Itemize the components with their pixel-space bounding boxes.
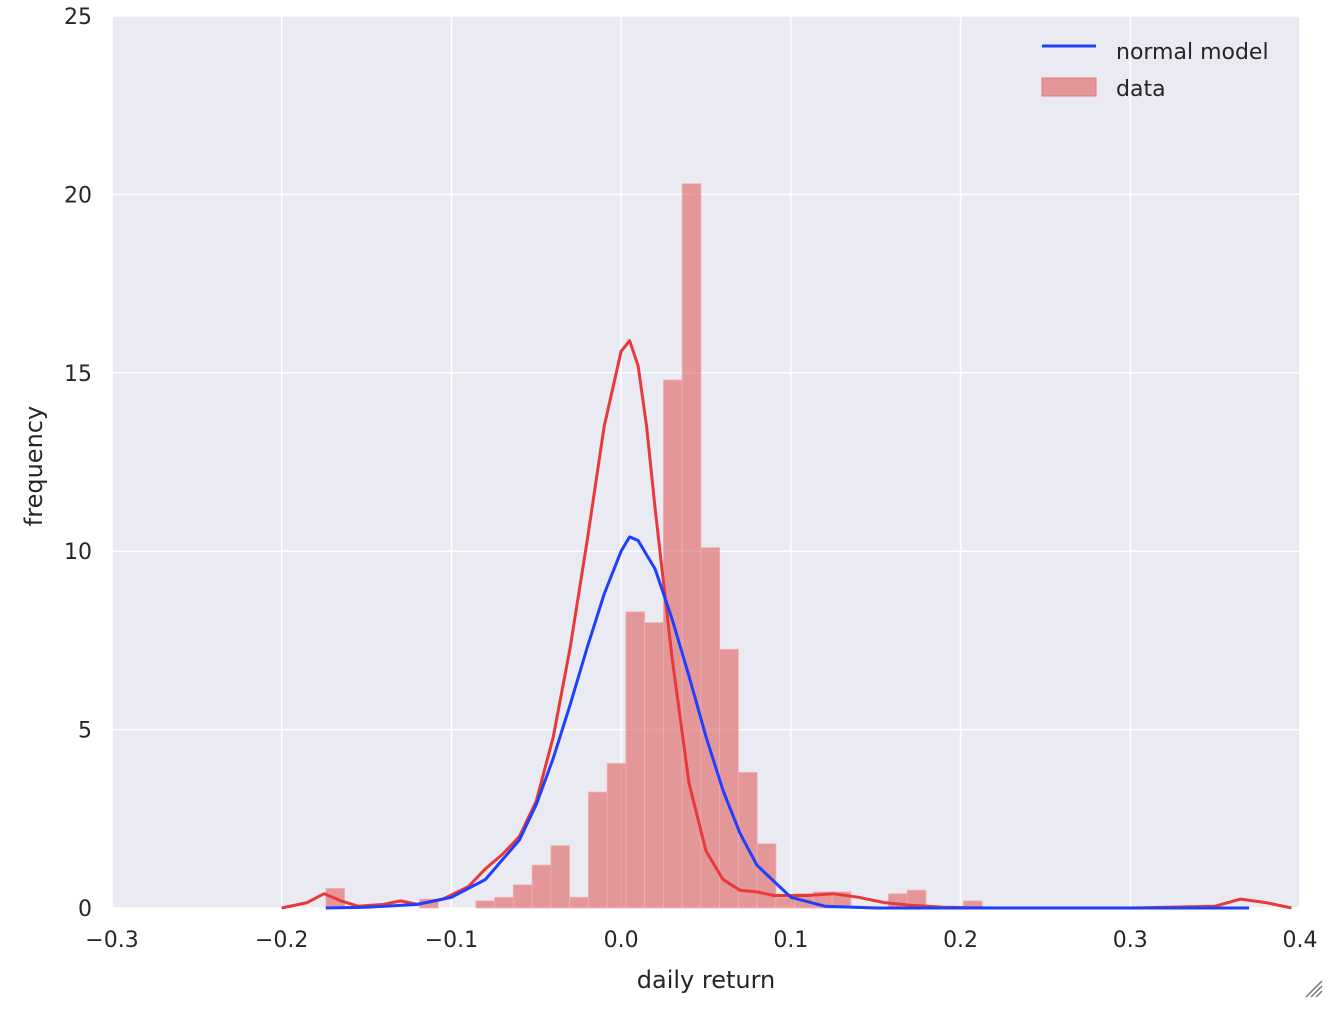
x-tick-label: 0.3 xyxy=(1113,928,1148,953)
x-tick-label: 0.2 xyxy=(943,928,978,953)
histogram-bar xyxy=(681,183,702,909)
histogram-bar xyxy=(625,611,646,909)
y-tick-label: 5 xyxy=(78,719,92,744)
histogram-bars xyxy=(325,183,983,909)
histogram-bar xyxy=(475,900,496,909)
y-tick-label: 0 xyxy=(78,897,92,922)
x-tick-label: 0.0 xyxy=(604,928,639,953)
histogram-bar xyxy=(531,864,552,909)
histogram-bar xyxy=(738,772,758,909)
y-tick-label: 25 xyxy=(64,5,92,30)
x-tick-label: −0.2 xyxy=(255,928,308,953)
histogram-bar xyxy=(550,845,571,909)
y-tick-label: 15 xyxy=(64,362,92,387)
histogram-bar xyxy=(512,884,533,909)
y-axis-title: frequency xyxy=(20,406,48,526)
legend-label-normal-model: normal model xyxy=(1116,40,1269,65)
x-tick-label: 0.4 xyxy=(1283,928,1318,953)
series-lines xyxy=(281,339,1292,910)
histogram-bar xyxy=(494,896,514,909)
y-tick-label: 10 xyxy=(64,540,92,565)
legend: normal model data xyxy=(1041,40,1269,102)
histogram-bar xyxy=(606,763,627,909)
legend-label-data: data xyxy=(1116,77,1166,102)
y-tick-label: 20 xyxy=(64,183,92,208)
tick-labels: −0.3 −0.2 −0.1 0.0 0.1 0.2 0.3 0.4 0 5 10 15 20 25 xyxy=(64,5,1318,953)
x-tick-label: −0.1 xyxy=(425,928,478,953)
legend-swatch-data xyxy=(1041,77,1097,97)
histogram-bar xyxy=(719,648,739,909)
x-axis-title: daily return xyxy=(637,966,776,994)
x-tick-label: −0.3 xyxy=(85,928,138,953)
histogram-bar xyxy=(587,791,608,909)
histogram-bar xyxy=(569,896,589,909)
normal-model-line xyxy=(325,535,1250,910)
resize-grip-icon[interactable] xyxy=(1305,980,1323,998)
histogram-bar xyxy=(644,622,664,909)
x-tick-label: 0.1 xyxy=(773,928,808,953)
